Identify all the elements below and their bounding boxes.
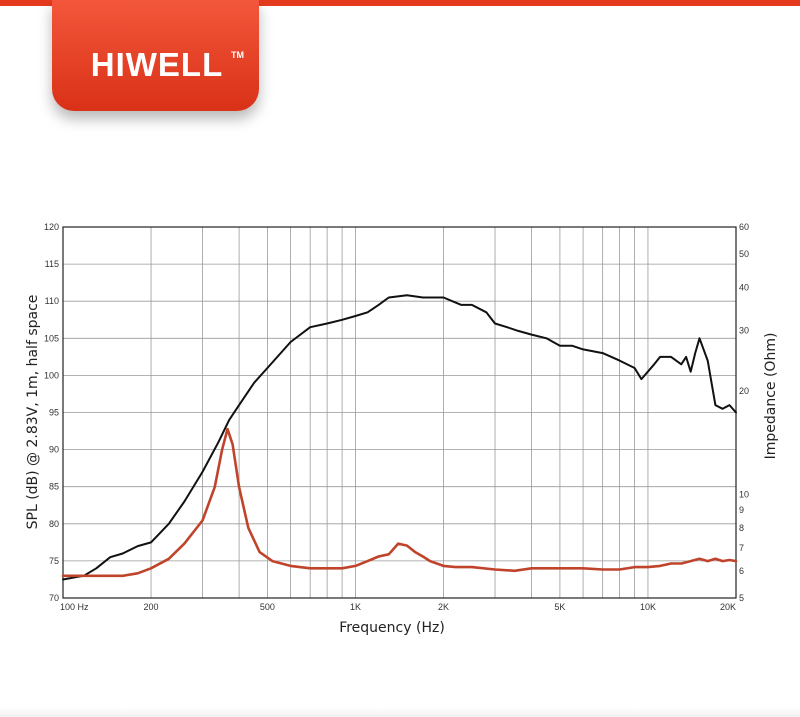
- y-tick-label: 80: [49, 519, 59, 529]
- y2-tick-label: 40: [739, 283, 749, 293]
- y2-tick-label: 8: [739, 523, 744, 533]
- y2-axis-title: Impedance (Ohm): [763, 333, 779, 460]
- y-tick-label: 105: [44, 333, 59, 343]
- x-tick-label: 100 Hz: [60, 602, 89, 612]
- y-axis-title: SPL (dB) @ 2.83V, 1m, half space: [25, 295, 41, 530]
- y2-tick-label: 10: [739, 490, 749, 500]
- x-tick-label: 2K: [438, 602, 449, 612]
- impedance-curve: [61, 427, 738, 578]
- y-tick-label: 70: [49, 593, 59, 603]
- y2-tick-label: 60: [739, 222, 749, 232]
- x-tick-label: 1K: [350, 602, 361, 612]
- x-tick-label: 10K: [640, 602, 656, 612]
- bottom-shadow: [0, 707, 800, 717]
- y-tick-label: 75: [49, 556, 59, 566]
- chart-grid: [63, 227, 736, 598]
- y-tick-label: 85: [49, 482, 59, 492]
- y2-tick-label: 50: [739, 249, 749, 259]
- y2-tick-label: 30: [739, 325, 749, 335]
- y2-tick-label: 5: [739, 593, 744, 603]
- y-tick-label: 120: [44, 222, 59, 232]
- top-brand-bar: [0, 0, 800, 6]
- chart-series: [61, 294, 738, 581]
- x-tick-label: 500: [260, 602, 275, 612]
- y2-tick-label: 20: [739, 386, 749, 396]
- x-axis-title: Frequency (Hz): [339, 620, 445, 636]
- y-tick-label: 90: [49, 445, 59, 455]
- y-tick-label: 100: [44, 370, 59, 380]
- spl-curve: [62, 294, 737, 581]
- y2-tick-label: 7: [739, 543, 744, 553]
- y2-tick-label: 9: [739, 505, 744, 515]
- y-tick-label: 115: [45, 259, 59, 269]
- y-tick-label: 110: [45, 296, 59, 306]
- chart-tick-labels: 100 Hz 200 500 1K 2K 5K 10K 20K7075808590951001…: [44, 222, 749, 612]
- x-tick-label: 200: [144, 602, 159, 612]
- y2-tick-label: 6: [739, 566, 744, 576]
- x-tick-label: 20K: [720, 602, 736, 612]
- brand-trademark: TM: [231, 50, 244, 60]
- x-tick-label: 5K: [554, 602, 565, 612]
- brand-logo-text: HIWELL: [90, 46, 224, 83]
- brand-logo-badge: HIWELL TM: [52, 0, 259, 111]
- y-tick-label: 95: [49, 408, 59, 418]
